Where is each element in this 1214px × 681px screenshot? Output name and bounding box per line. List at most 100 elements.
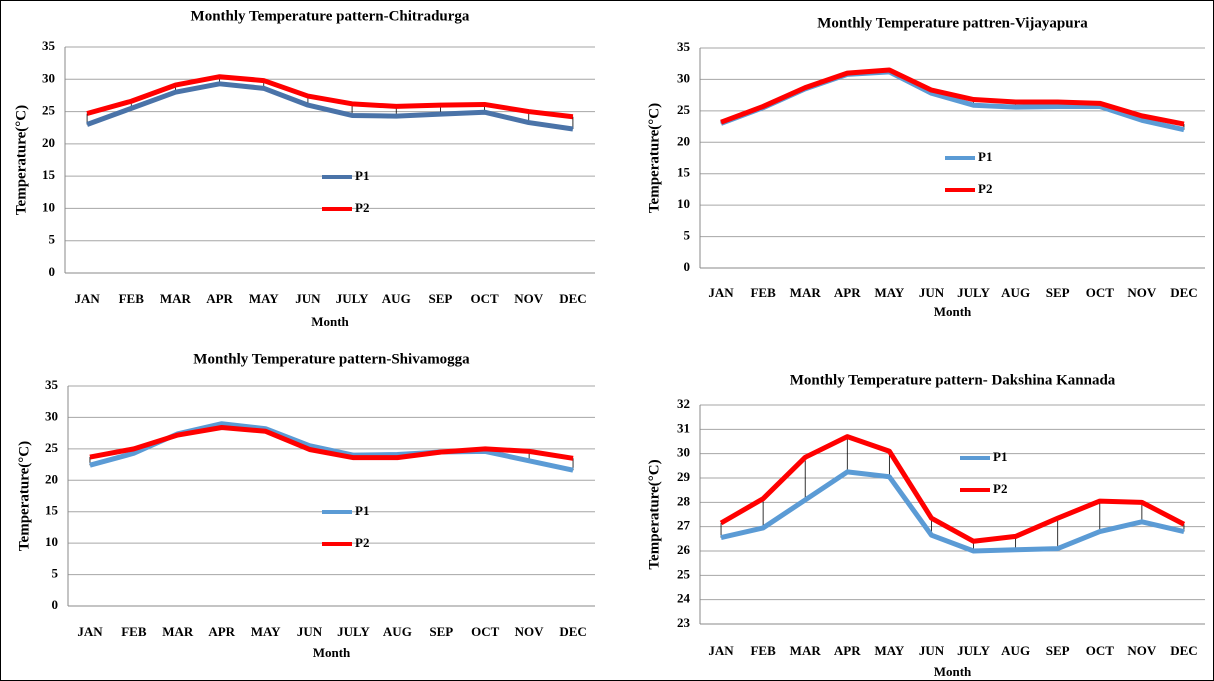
y-tick-label: 15: [45, 503, 59, 518]
x-tick-label: MAR: [162, 624, 194, 639]
y-tick-label: 35: [677, 39, 691, 54]
x-tick-label: NOV: [1127, 285, 1157, 300]
x-axis-label: Month: [934, 664, 972, 679]
x-tick-label: SEP: [1046, 643, 1070, 658]
x-tick-label: MAR: [790, 285, 822, 300]
x-tick-label: JULY: [336, 291, 369, 306]
x-axis-label: Month: [313, 645, 351, 660]
legend-label: P2: [355, 535, 369, 550]
x-tick-label: OCT: [1086, 285, 1115, 300]
x-tick-label: JUN: [297, 624, 323, 639]
x-tick-label: MAY: [874, 285, 904, 300]
x-tick-label: DEC: [1170, 285, 1197, 300]
y-tick-label: 5: [49, 232, 56, 247]
series-line: [86, 74, 574, 120]
y-tick-label: 30: [45, 408, 58, 423]
x-tick-label: JULY: [957, 285, 990, 300]
y-tick-label: 0: [52, 597, 59, 612]
x-tick-label: JULY: [957, 643, 990, 658]
y-axis-label: Temperature(°C): [16, 441, 32, 551]
x-tick-label: AUG: [383, 624, 412, 639]
y-tick-label: 23: [677, 615, 691, 630]
chart-title: Monthly Temperature pattern- Dakshina Ka…: [790, 372, 1116, 388]
x-tick-label: NOV: [515, 624, 545, 639]
x-tick-label: SEP: [429, 624, 453, 639]
x-tick-label: APR: [208, 624, 235, 639]
y-tick-label: 32: [677, 396, 690, 411]
series-line: [719, 434, 1186, 544]
y-tick-label: 10: [677, 196, 690, 211]
x-axis-label: Month: [934, 304, 972, 319]
x-tick-label: SEP: [428, 291, 452, 306]
series-line: [89, 424, 574, 461]
chart-title: Monthly Temperature pattern-Shivamogga: [193, 351, 470, 367]
y-tick-label: 35: [42, 38, 56, 53]
y-tick-label: 5: [52, 566, 59, 581]
y-tick-label: 25: [677, 566, 691, 581]
x-tick-label: JUN: [919, 643, 945, 658]
legend-label: P2: [355, 200, 369, 215]
chart-title: Monthly Temperature pattren-Vijayapura: [817, 15, 1088, 31]
y-tick-label: 24: [677, 591, 691, 606]
y-axis-label: Temperature(°C): [646, 103, 662, 213]
y-tick-label: 15: [42, 167, 56, 182]
x-tick-label: AUG: [1001, 643, 1030, 658]
x-tick-label: JUN: [295, 291, 321, 306]
y-tick-label: 0: [684, 259, 691, 274]
x-tick-label: MAR: [160, 291, 192, 306]
series-line: [720, 67, 1185, 127]
series-line: [86, 81, 574, 132]
x-tick-label: APR: [834, 285, 861, 300]
x-tick-label: OCT: [470, 291, 499, 306]
x-tick-label: MAY: [249, 291, 279, 306]
series-line: [720, 469, 1185, 554]
x-tick-label: NOV: [1127, 643, 1157, 658]
y-tick-label: 28: [677, 493, 691, 508]
x-tick-label: APR: [206, 291, 233, 306]
y-tick-label: 25: [677, 102, 691, 117]
y-tick-label: 30: [677, 70, 690, 85]
x-tick-label: FEB: [750, 285, 776, 300]
x-tick-label: FEB: [121, 624, 147, 639]
y-tick-label: 10: [45, 534, 58, 549]
x-tick-label: NOV: [514, 291, 544, 306]
x-tick-label: JAN: [77, 624, 103, 639]
y-tick-label: 27: [677, 518, 691, 533]
y-tick-label: 5: [684, 228, 691, 243]
x-tick-label: JUN: [919, 285, 945, 300]
y-tick-label: 25: [42, 103, 56, 118]
x-tick-label: JAN: [74, 291, 100, 306]
legend-label: P1: [993, 449, 1007, 464]
y-tick-label: 30: [42, 70, 55, 85]
y-tick-label: 20: [677, 133, 690, 148]
x-tick-label: JAN: [708, 285, 734, 300]
x-tick-label: FEB: [750, 643, 776, 658]
chart-title: Monthly Temperature pattern-Chitradurga: [191, 8, 470, 24]
y-tick-label: 31: [677, 420, 690, 435]
x-tick-label: MAY: [874, 643, 904, 658]
y-tick-label: 25: [45, 440, 59, 455]
y-tick-label: 20: [45, 471, 58, 486]
legend-label: P1: [355, 503, 369, 518]
x-tick-label: SEP: [1046, 285, 1070, 300]
y-tick-label: 30: [677, 445, 690, 460]
y-tick-label: 35: [45, 377, 59, 392]
legend-label: P1: [355, 168, 369, 183]
x-tick-label: JULY: [337, 624, 370, 639]
x-tick-label: OCT: [1086, 643, 1115, 658]
y-tick-label: 15: [677, 165, 691, 180]
x-axis-label: Month: [311, 314, 349, 329]
legend-label: P1: [978, 149, 992, 164]
x-tick-label: FEB: [119, 291, 145, 306]
y-axis-label: Temperature(°C): [646, 459, 662, 569]
x-tick-label: APR: [834, 643, 861, 658]
x-tick-label: DEC: [559, 624, 586, 639]
x-tick-label: MAR: [790, 643, 822, 658]
legend-label: P2: [993, 481, 1007, 496]
x-tick-label: AUG: [382, 291, 411, 306]
y-tick-label: 26: [677, 542, 691, 557]
y-axis-label: Temperature(°C): [13, 105, 29, 215]
